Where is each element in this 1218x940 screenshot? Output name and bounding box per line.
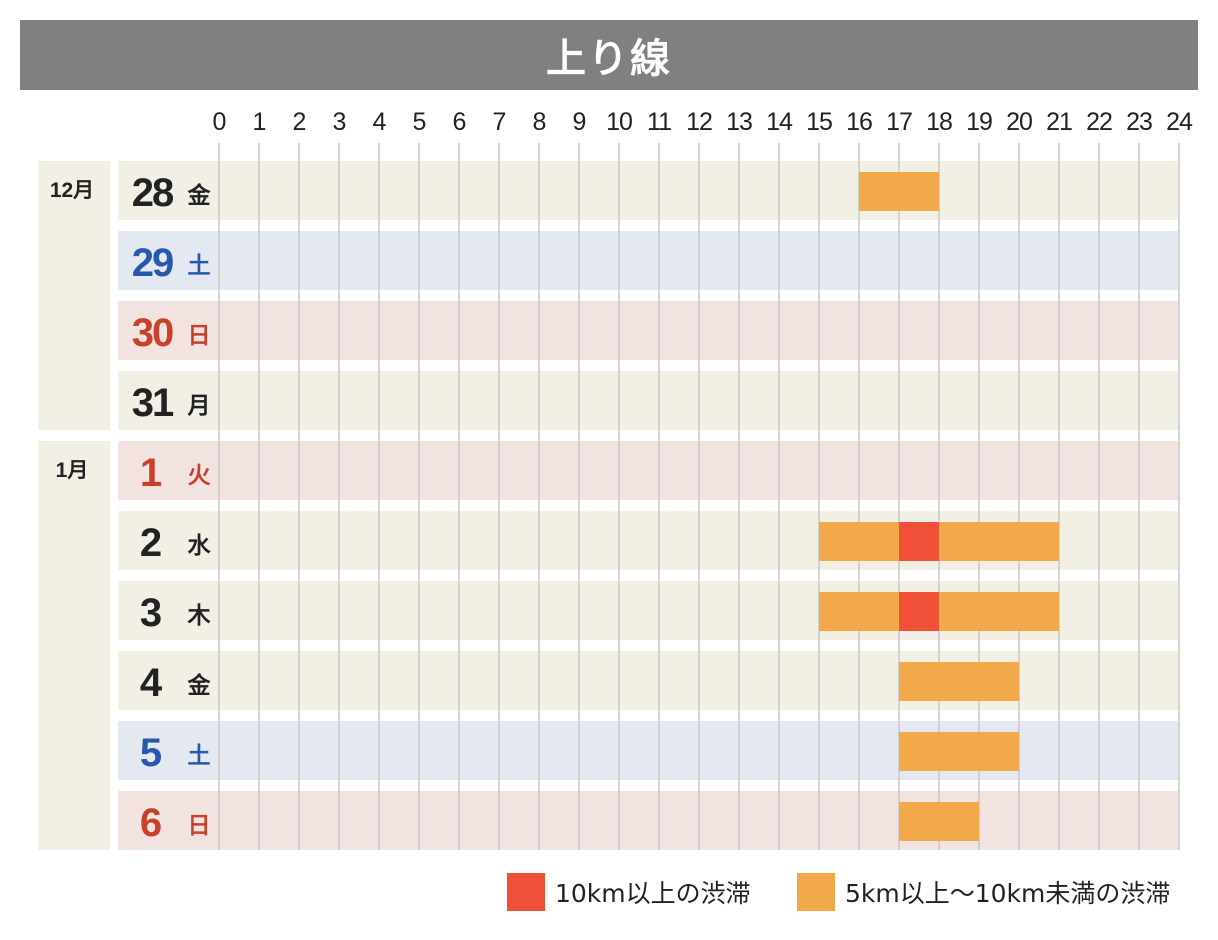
chart-title-bar: 上り線	[20, 20, 1198, 90]
congestion-bar-moderate	[899, 802, 979, 841]
day-number: 28	[132, 171, 174, 215]
day-number: 4	[140, 661, 163, 705]
weekday-label: 月	[187, 392, 211, 418]
legend-swatch-moderate	[797, 873, 835, 911]
legend-item-moderate: 5km以上～10km未満の渋滞	[797, 872, 1170, 912]
day-number: 6	[140, 801, 162, 845]
weekday-label: 火	[188, 462, 211, 488]
month-block	[38, 161, 110, 430]
x-tick-label: 17	[886, 108, 912, 136]
congestion-bar-moderate	[939, 592, 1059, 631]
x-tick-label: 8	[533, 108, 546, 136]
legend-swatch-heavy	[507, 873, 545, 911]
x-tick-label: 10	[606, 108, 632, 136]
day-number: 2	[140, 521, 162, 565]
x-tick-label: 6	[453, 108, 466, 136]
day-row	[118, 371, 1179, 430]
x-tick-label: 13	[726, 108, 752, 136]
congestion-bar-moderate	[859, 172, 939, 211]
x-tick-label: 19	[966, 108, 992, 136]
day-row	[118, 441, 1179, 500]
x-tick-label: 0	[213, 108, 226, 136]
day-number: 1	[140, 451, 162, 495]
weekday-label: 土	[188, 742, 211, 768]
weekday-label: 日	[188, 322, 211, 348]
x-tick-label: 4	[373, 108, 387, 136]
x-tick-label: 11	[647, 108, 671, 136]
congestion-bar-moderate	[899, 732, 1019, 771]
day-row	[118, 301, 1179, 360]
weekday-label: 日	[188, 812, 211, 838]
x-tick-label: 14	[766, 108, 793, 136]
x-tick-label: 2	[293, 108, 306, 136]
month-block	[38, 441, 110, 850]
day-row	[118, 231, 1179, 290]
x-tick-label: 22	[1086, 108, 1112, 136]
day-row	[118, 791, 1179, 850]
x-tick-label: 7	[493, 108, 506, 136]
day-number: 31	[132, 381, 174, 425]
day-row	[118, 161, 1179, 220]
x-tick-label: 9	[573, 108, 586, 136]
congestion-bar-moderate	[819, 522, 899, 561]
x-tick-label: 12	[686, 108, 712, 136]
x-tick-label: 15	[806, 108, 832, 136]
legend-label-heavy: 10km以上の渋滞	[555, 879, 751, 908]
month-label: 12月	[50, 179, 94, 202]
month-label: 1月	[56, 459, 89, 482]
x-tick-label: 24	[1166, 108, 1193, 136]
legend-label-moderate: 5km以上～10km未満の渋滞	[845, 879, 1171, 908]
x-tick-label: 18	[926, 108, 952, 136]
x-tick-label: 21	[1046, 108, 1072, 136]
weekday-label: 土	[188, 252, 211, 278]
x-tick-label: 3	[333, 108, 346, 136]
day-row	[118, 651, 1179, 710]
x-tick-label: 16	[846, 108, 872, 136]
x-tick-label: 1	[253, 108, 266, 136]
weekday-label: 水	[188, 532, 212, 558]
day-number: 30	[132, 311, 173, 355]
congestion-bar-heavy	[899, 522, 939, 561]
legend-item-heavy: 10km以上の渋滞	[507, 872, 751, 912]
x-tick-label: 5	[413, 108, 426, 136]
day-row	[118, 721, 1179, 780]
weekday-label: 金	[187, 182, 212, 208]
day-number: 5	[140, 731, 162, 775]
congestion-bar-heavy	[899, 592, 939, 631]
x-tick-label: 23	[1126, 108, 1152, 136]
x-tick-label: 20	[1006, 108, 1032, 136]
chart-title: 上り線	[546, 36, 672, 82]
weekday-label: 金	[187, 672, 212, 698]
congestion-bar-moderate	[819, 592, 899, 631]
congestion-bar-moderate	[939, 522, 1059, 561]
weekday-label: 木	[187, 602, 211, 628]
day-number: 29	[132, 241, 173, 285]
day-number: 3	[140, 591, 162, 635]
congestion-bar-moderate	[899, 662, 1019, 701]
